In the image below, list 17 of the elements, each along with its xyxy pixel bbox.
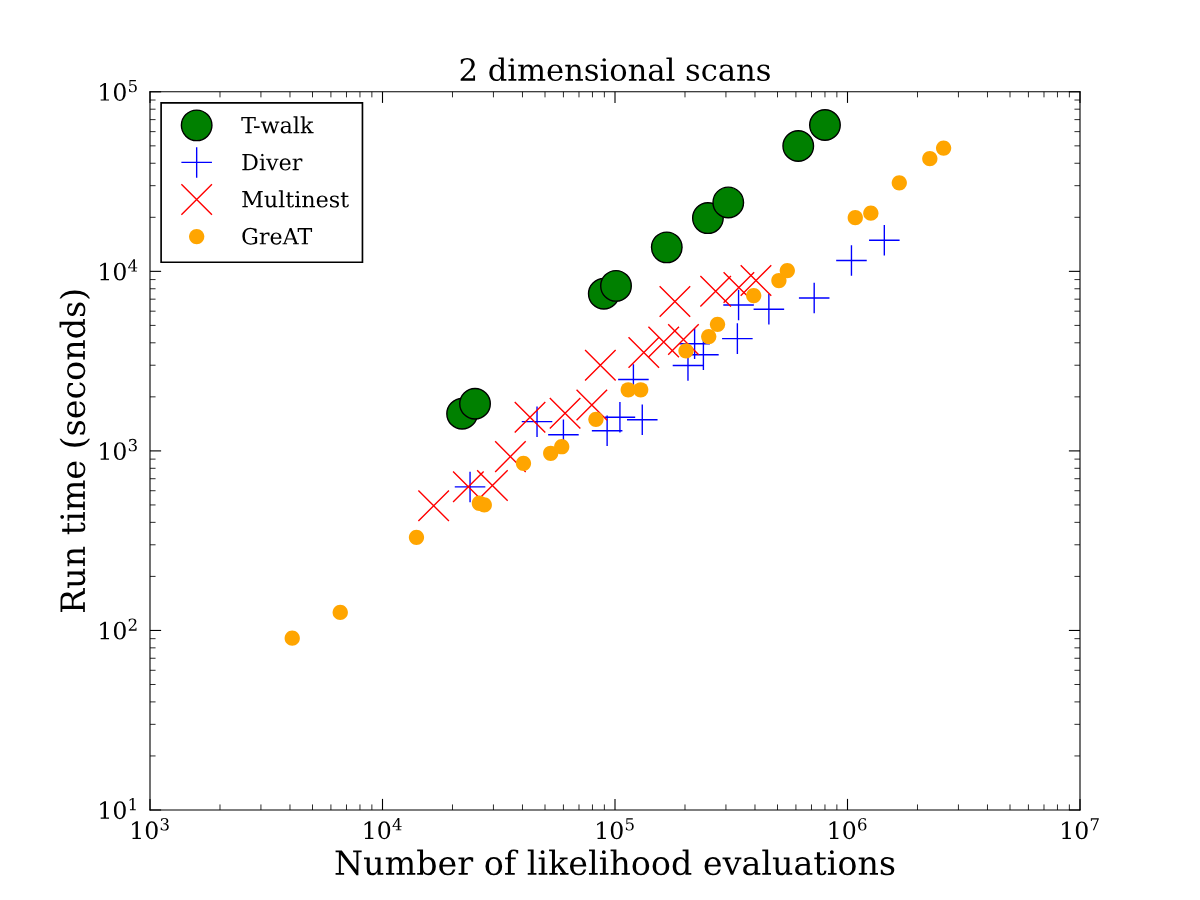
legend-label: Multinest bbox=[242, 190, 349, 208]
x-tick-label: 10$^{3}$ bbox=[132, 818, 169, 840]
y-axis-title: Run time (seconds) bbox=[59, 290, 91, 613]
x-tick-label: 10$^{5}$ bbox=[597, 818, 634, 840]
y-tick-label: 10$^{5}$ bbox=[100, 79, 137, 101]
chart-title: 2 dimensional scans bbox=[460, 57, 770, 82]
legend-label: GreAT bbox=[242, 227, 313, 245]
x-tick-label: 10$^{4}$ bbox=[364, 818, 402, 840]
y-tick-label: 10$^{1}$ bbox=[100, 797, 136, 820]
y-tick-label: 10$^{2}$ bbox=[100, 618, 137, 640]
x-tick-label: 10$^{6}$ bbox=[829, 818, 867, 840]
y-tick-label: 10$^{4}$ bbox=[100, 259, 138, 281]
x-tick-label: 10$^{7}$ bbox=[1062, 818, 1099, 840]
x-axis-title: Number of likelihood evaluations bbox=[335, 849, 895, 876]
y-tick-label: 10$^{3}$ bbox=[100, 438, 137, 461]
legend-label: T-walk bbox=[241, 116, 314, 134]
legend-label: Diver bbox=[242, 153, 303, 171]
